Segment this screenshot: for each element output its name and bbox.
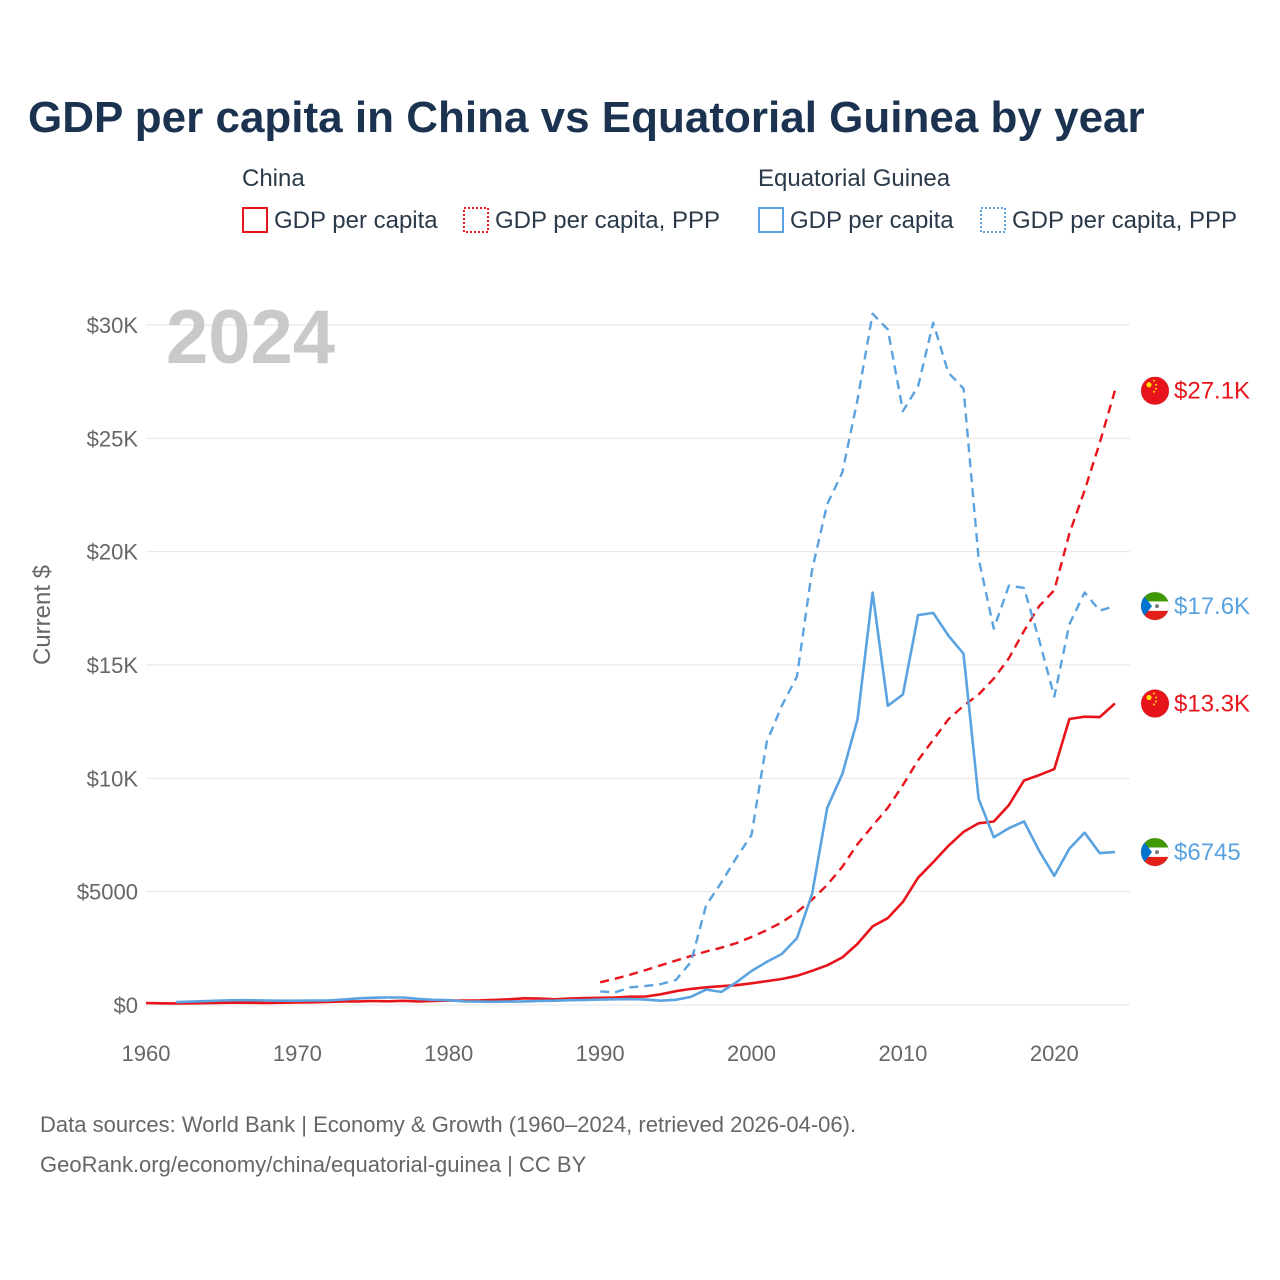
x-tick-label: 2010 — [878, 1041, 927, 1066]
legend-swatch-china-ppp[interactable] — [463, 207, 489, 233]
x-tick-label: 1990 — [576, 1041, 625, 1066]
legend-swatch-eg-ppp[interactable] — [980, 207, 1006, 233]
legend-label-eg-gdp[interactable]: GDP per capita — [790, 207, 954, 234]
china-flag-icon — [1140, 376, 1170, 406]
china-flag-icon — [1140, 689, 1170, 719]
x-tick-label: 2020 — [1030, 1041, 1079, 1066]
equatorial-guinea-flag-icon — [1140, 591, 1170, 621]
source-line-1: Data sources: World Bank | Economy & Gro… — [40, 1112, 856, 1137]
year-stamp: 2024 — [166, 295, 335, 380]
legend-label-china-gdp[interactable]: GDP per capita — [274, 207, 438, 234]
series-line-china-ppp[interactable] — [599, 390, 1117, 984]
chart-title: GDP per capita in China vs Equatorial Gu… — [28, 93, 1145, 142]
y-tick-label: $20K — [87, 540, 139, 565]
legend-group-china: China — [242, 165, 305, 192]
end-label-china-gdp: $13.3K — [1174, 691, 1250, 718]
y-axis-title: Current $ — [29, 565, 56, 665]
end-markers: $13.3K $27.1K $6745 $17.6K — [1140, 376, 1250, 867]
legend-label-eg-ppp[interactable]: GDP per capita, PPP — [1012, 207, 1237, 234]
legend-swatch-china-gdp[interactable] — [242, 207, 268, 233]
end-label-eg-ppp: $17.6K — [1174, 593, 1250, 620]
legend-label-china-ppp[interactable]: GDP per capita, PPP — [495, 207, 720, 234]
equatorial-guinea-flag-icon — [1140, 837, 1170, 867]
source-line-2[interactable]: GeoRank.org/economy/china/equatorial-gui… — [40, 1152, 587, 1177]
gridlines — [146, 324, 1130, 1006]
y-tick-label: $15K — [87, 653, 139, 678]
y-tick-label: $5000 — [77, 880, 138, 905]
series-line-eg-gdp[interactable] — [176, 591, 1115, 1004]
x-tick-label: 1960 — [122, 1041, 171, 1066]
y-tick-label: $10K — [87, 766, 139, 791]
x-axis-ticks: 1960 1970 1980 1990 2000 2010 2020 — [122, 1041, 1079, 1066]
legend: China Equatorial Guinea GDP per capita G… — [242, 165, 1237, 234]
series-lines — [145, 312, 1117, 1005]
x-tick-label: 1980 — [424, 1041, 473, 1066]
series-line-china-gdp[interactable] — [145, 702, 1116, 1005]
end-label-eg-gdp: $6745 — [1174, 839, 1241, 866]
y-tick-label: $0 — [114, 993, 138, 1018]
x-tick-label: 1970 — [273, 1041, 322, 1066]
end-label-china-ppp: $27.1K — [1174, 378, 1250, 405]
y-tick-label: $30K — [87, 313, 139, 338]
legend-group-equatorial-guinea: Equatorial Guinea — [758, 165, 951, 192]
x-tick-label: 2000 — [727, 1041, 776, 1066]
y-tick-label: $25K — [87, 426, 139, 451]
series-line-eg-ppp[interactable] — [600, 312, 1116, 994]
y-axis-ticks: $0 $5000 $10K $15K $20K $25K $30K — [77, 313, 139, 1018]
legend-swatch-eg-gdp[interactable] — [758, 207, 784, 233]
